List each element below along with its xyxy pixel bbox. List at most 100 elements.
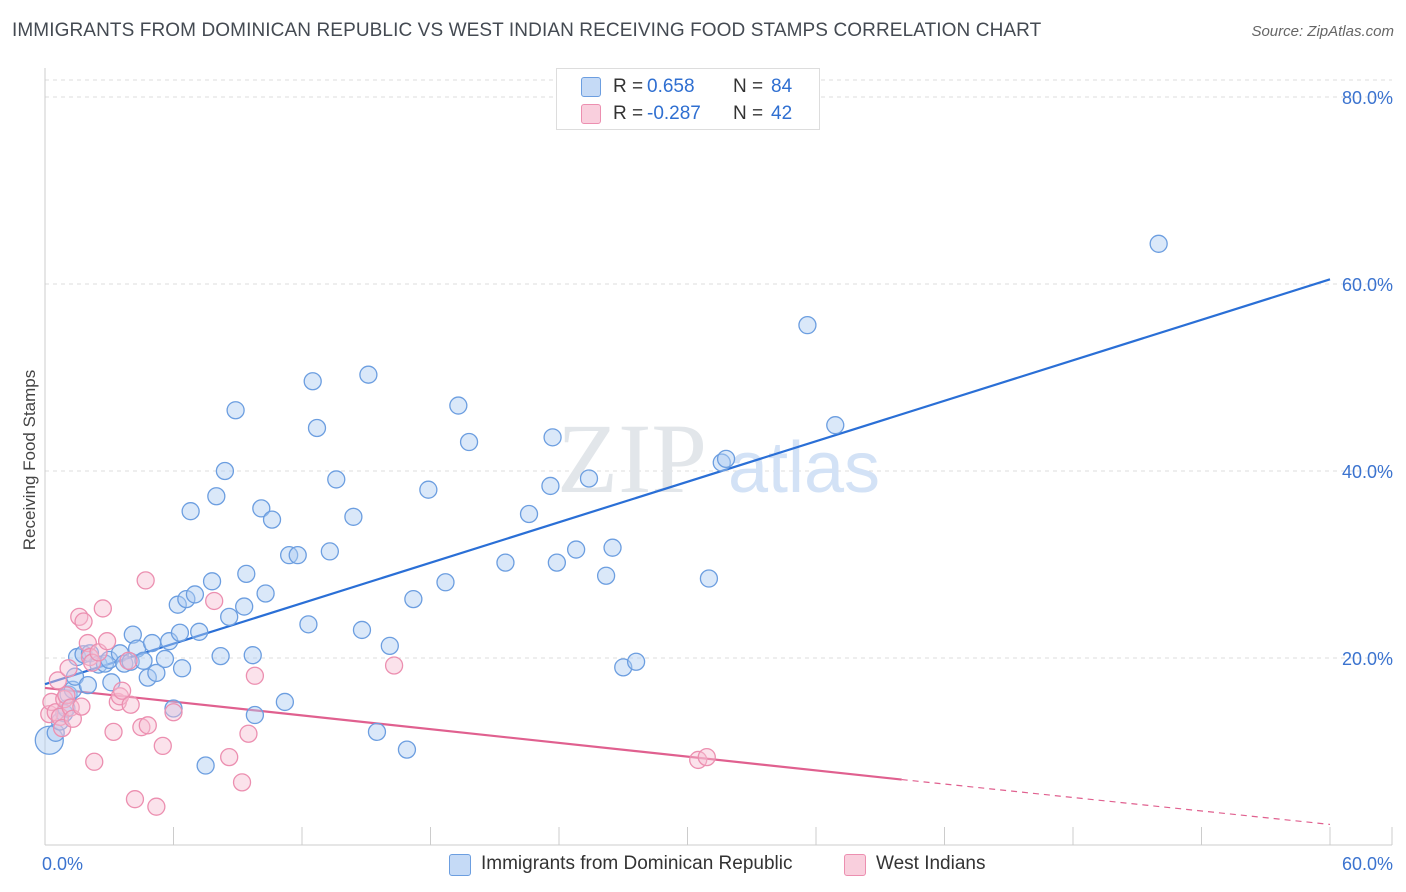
data-point-dominican (262, 510, 282, 529)
y-tick-label: 40.0% (1342, 462, 1393, 482)
data-point-dominican (252, 499, 271, 518)
data-point-dominican (235, 597, 254, 616)
data-point-dominican (547, 553, 567, 572)
data-point-dominican (196, 756, 215, 775)
data-point-dominican (344, 507, 363, 526)
data-point-dominican (220, 607, 239, 627)
x-tick-label: 0.0% (42, 854, 83, 874)
data-point-dominican (78, 675, 97, 695)
data-point-west-indian (125, 790, 145, 809)
data-point-dominican (172, 659, 192, 678)
data-point-west-indian (220, 747, 239, 767)
series-dominican-points (34, 234, 1168, 775)
data-point-dominican (245, 705, 265, 725)
legend-r-label: R = (613, 103, 644, 124)
data-point-west-indian (153, 736, 172, 756)
watermark-zip: ZIP (557, 403, 707, 514)
source-label: Source: ZipAtlas.com (1251, 23, 1394, 40)
data-point-dominican (397, 740, 417, 759)
data-point-dominican (123, 625, 142, 644)
legend-swatch-pink (844, 854, 866, 876)
data-point-dominican (699, 569, 719, 588)
data-point-west-indian (104, 722, 123, 742)
data-point-dominican (202, 572, 222, 591)
data-point-dominican (181, 502, 200, 521)
trend-line-dominican (44, 278, 1331, 686)
series-legend: Immigrants from Dominican Republic West … (0, 852, 1406, 878)
y-axis-title: Receiving Food Stamps (20, 369, 39, 551)
data-point-dominican (716, 449, 736, 468)
legend-r-label: R = (613, 76, 644, 97)
data-point-west-indian (164, 703, 183, 722)
data-point-dominican (288, 546, 307, 565)
x-tick-label: 60.0% (1342, 854, 1393, 874)
data-point-dominican (190, 622, 209, 641)
data-point-dominican (1149, 234, 1168, 253)
data-point-dominican (215, 461, 235, 481)
data-point-dominican (626, 652, 646, 671)
data-point-dominican (237, 564, 256, 583)
data-point-dominican (449, 396, 468, 415)
data-point-dominican (299, 615, 318, 634)
data-point-west-indian (74, 612, 93, 631)
data-point-dominican (459, 432, 479, 452)
data-point-dominican (327, 470, 346, 489)
stats-legend: R = 0.658 N = 84 R = -0.287 N = 42 (556, 68, 820, 130)
axes (44, 68, 1393, 846)
data-point-dominican (155, 649, 175, 669)
data-point-dominican (147, 663, 166, 683)
data-point-dominican (603, 538, 622, 557)
data-point-dominican (596, 566, 616, 585)
data-point-dominican (275, 692, 295, 712)
data-point-dominican (566, 540, 586, 559)
y-tick-label: 80.0% (1342, 88, 1393, 108)
legend-item-label: Immigrants from Dominican Republic (481, 853, 793, 874)
data-point-dominican (307, 418, 327, 438)
data-point-dominican (579, 469, 599, 488)
data-point-dominican (177, 589, 196, 609)
data-point-dominican (211, 646, 230, 666)
data-point-west-indian (82, 653, 102, 672)
watermark: ZIP atlas (557, 403, 880, 514)
data-point-dominican (207, 487, 226, 506)
data-point-dominican (419, 480, 438, 499)
data-point-dominican (380, 636, 399, 655)
legend-swatch-pink (581, 104, 601, 124)
legend-n-value: 84 (771, 76, 793, 97)
data-point-dominican (256, 584, 275, 603)
data-point-dominican (243, 646, 262, 665)
data-point-dominican (519, 504, 539, 524)
legend-r-value: 0.658 (647, 76, 695, 97)
data-point-west-indian (384, 656, 404, 675)
legend-swatch-blue (581, 77, 601, 97)
y-tick-label: 20.0% (1342, 649, 1393, 669)
trend-line-west-indian (44, 686, 902, 781)
data-point-dominican (142, 633, 162, 653)
data-point-dominican (134, 651, 153, 670)
data-point-dominican (367, 722, 387, 742)
data-point-west-indian (697, 747, 716, 767)
data-point-dominican (303, 372, 322, 391)
data-point-west-indian (121, 695, 140, 714)
chart-title: IMMIGRANTS FROM DOMINICAN REPUBLIC VS WE… (12, 20, 1042, 41)
data-point-west-indian (205, 591, 224, 611)
data-point-dominican (798, 315, 817, 335)
legend-r-value: -0.287 (647, 103, 701, 124)
tick-labels: 20.0% 40.0% 60.0% 80.0% 0.0% 60.0% (42, 88, 1393, 874)
trend-lines (44, 278, 1331, 826)
data-point-west-indian (97, 632, 117, 651)
series-west-indian-points (40, 571, 716, 816)
data-point-west-indian (132, 718, 151, 737)
data-point-west-indian (232, 773, 252, 792)
data-point-dominican (320, 542, 339, 561)
data-point-west-indian (239, 724, 258, 743)
legend-n-label: N = (733, 103, 764, 124)
data-point-dominican (826, 416, 845, 435)
data-point-dominican (352, 620, 372, 640)
data-point-dominican (170, 623, 190, 642)
legend-n-label: N = (733, 76, 764, 97)
data-point-dominican (34, 725, 64, 755)
data-point-west-indian (112, 681, 132, 700)
data-point-dominican (185, 585, 205, 604)
data-point-west-indian (48, 671, 67, 690)
